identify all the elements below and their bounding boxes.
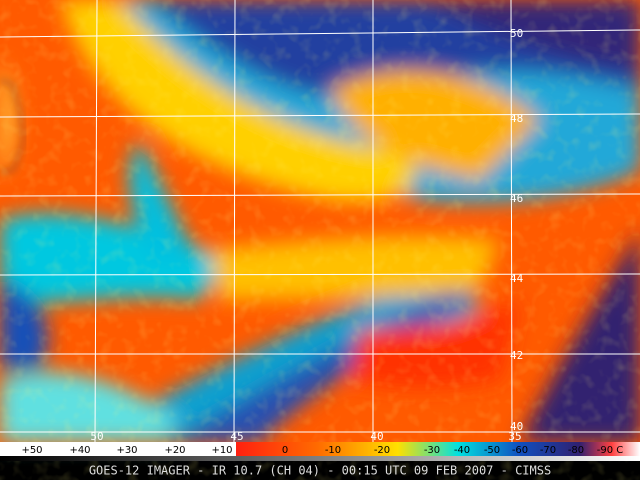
grid-line xyxy=(94,0,98,443)
scale-label: 0 xyxy=(282,445,288,456)
scale-label: +50 xyxy=(21,445,42,456)
latitude-label: 48 xyxy=(510,112,523,125)
scale-bar xyxy=(236,442,640,456)
scale-label: -60 xyxy=(512,445,528,456)
latitude-labels: 50 48 46 44 42 40 xyxy=(510,27,524,433)
grid-line xyxy=(510,0,513,443)
scale-label: -30 xyxy=(424,445,440,456)
scale-label: -70 xyxy=(540,445,556,456)
scale-label: -10 xyxy=(325,445,341,456)
longitude-label: 35 xyxy=(508,430,521,443)
longitude-labels: 50 45 40 35 xyxy=(90,430,521,443)
scale-label: -40 xyxy=(454,445,470,456)
latitude-label: 50 xyxy=(510,27,523,40)
scale-label: +30 xyxy=(116,445,137,456)
grid-line xyxy=(0,113,640,118)
lat-lon-grid xyxy=(0,0,640,443)
latitude-label: 42 xyxy=(510,349,523,362)
longitude-label: 45 xyxy=(230,430,243,443)
scale-labels: +50 +40 +30 +20 +10 0 -10 -20 -30 -40 -50 -60 -70 -80… xyxy=(21,445,623,456)
scale-label: -20 xyxy=(374,445,390,456)
grid-line xyxy=(0,273,640,276)
latitude-label: 46 xyxy=(510,192,523,205)
gray-bar xyxy=(0,456,640,461)
longitude-label: 40 xyxy=(370,430,383,443)
latitude-label: 44 xyxy=(510,272,524,285)
longitude-label: 50 xyxy=(90,430,103,443)
caption: GOES-12 IMAGER - IR 10.7 (CH 04) - 00:15… xyxy=(89,464,551,478)
scale-label: -50 xyxy=(484,445,500,456)
scale-label: +40 xyxy=(69,445,90,456)
color-scale: +50 +40 +30 +20 +10 0 -10 -20 -30 -40 -50 -60 -70 -80… xyxy=(0,442,640,461)
scale-label: +10 xyxy=(211,445,232,456)
scale-label: +20 xyxy=(164,445,185,456)
scale-label: -80 xyxy=(568,445,584,456)
grid-line xyxy=(0,193,640,197)
scale-label: -90 C xyxy=(597,445,624,456)
grid-line xyxy=(233,0,236,443)
latitude-label: 40 xyxy=(510,420,523,433)
ir-imagery xyxy=(0,0,640,442)
grid-line xyxy=(0,29,640,38)
